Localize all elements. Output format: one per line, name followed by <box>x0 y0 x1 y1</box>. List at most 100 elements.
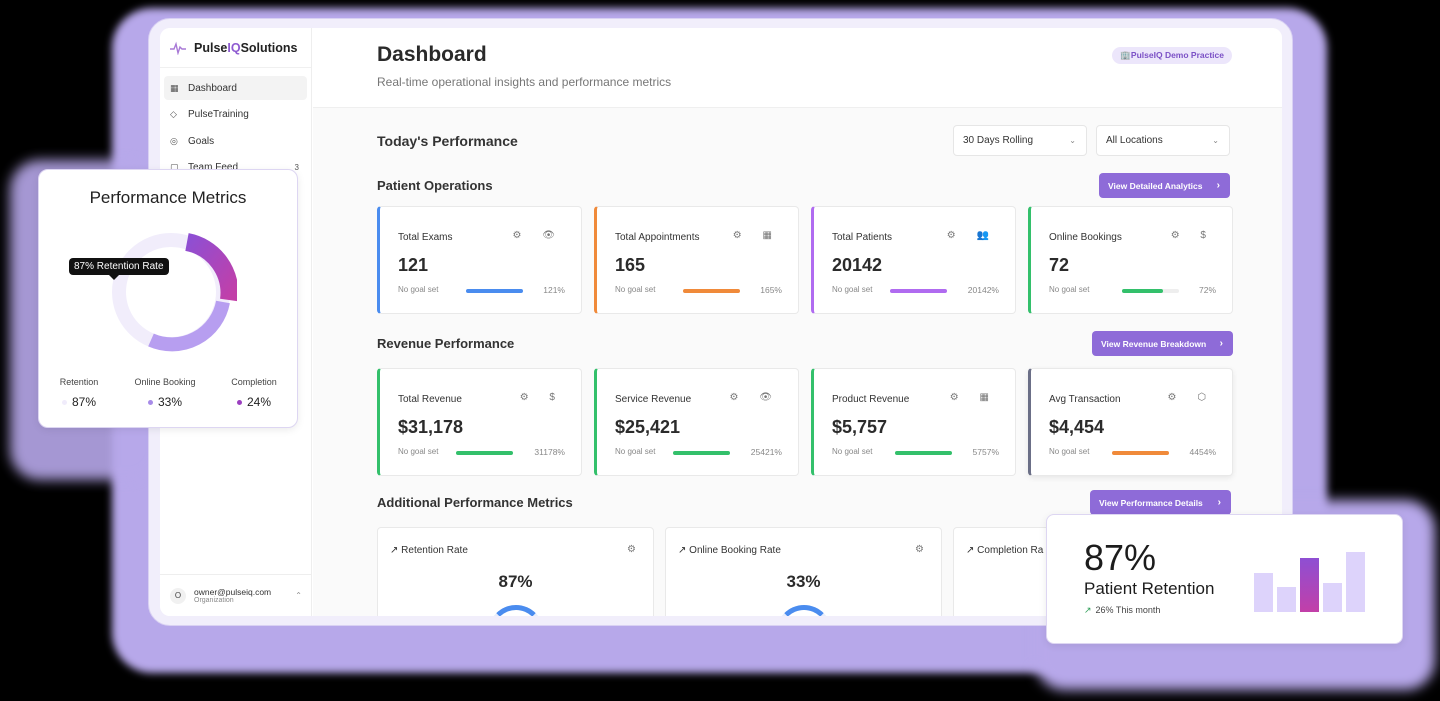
legend-name: Completion <box>231 377 277 387</box>
legend-retention: Retention 87% <box>39 377 119 409</box>
trend-up-icon: ↗ <box>678 545 690 556</box>
retention-bar <box>1346 552 1365 612</box>
progress-bar <box>1122 289 1163 293</box>
location-select[interactable]: All Locations ⌄ <box>1096 125 1230 156</box>
legend-value: 33% <box>125 395 205 409</box>
progress-percent: 4454% <box>1189 447 1216 457</box>
donut-segment-online-booking <box>148 300 230 352</box>
chevron-down-icon: ⌄ <box>1212 136 1219 145</box>
card-action-icons[interactable]: ⚙ $ <box>519 392 564 403</box>
sidebar-item-label: Team Feed <box>188 162 239 173</box>
card-action-icons[interactable]: ⚙ ▦ <box>949 392 998 403</box>
legend-value-text: 24% <box>246 395 272 409</box>
trend-up-icon: ↗ <box>1084 605 1092 615</box>
progress-bar <box>1112 451 1169 455</box>
trend-up-icon: ↗ <box>390 545 402 556</box>
metric-label: ↗ Completion Ra <box>966 545 1043 556</box>
stat-value: $25,421 <box>615 417 681 437</box>
legend-dot <box>147 399 153 405</box>
goal-text: No goal set <box>398 285 439 294</box>
card-action-icons[interactable]: ⚙ $ <box>1170 230 1215 241</box>
stat-label: Product Revenue <box>832 394 910 405</box>
sidebar-item-dashboard[interactable]: ▦ Dashboard <box>164 76 307 100</box>
period-select[interactable]: 30 Days Rolling ⌄ <box>953 125 1087 156</box>
stat-label: Total Patients <box>832 232 893 243</box>
user-menu[interactable]: O owner@pulseiq.com Organization ⌃ <box>160 574 312 616</box>
brand-name: PulseIQSolutions <box>194 40 298 55</box>
retention-change: ↗ 26% This month <box>1084 605 1160 616</box>
button-label: View Detailed Analytics <box>1108 180 1203 191</box>
card-action-icons[interactable]: ⚙ ▦ <box>732 230 781 241</box>
avatar: O <box>170 587 186 604</box>
message-icon: ▢ <box>170 162 179 172</box>
gear-icon[interactable]: ⚙ <box>627 544 636 555</box>
sidebar-item-pulsetraining[interactable]: ◇ PulseTraining <box>164 103 307 127</box>
metric-label-text: Online Booking Rate <box>689 545 781 556</box>
user-email: owner@pulseiq.com <box>194 587 272 597</box>
gear-icon[interactable]: ⚙ <box>915 544 924 555</box>
stat-label: Total Revenue <box>398 394 462 405</box>
legend-name: Online Booking <box>134 377 196 387</box>
stat-card[interactable]: Avg Transaction ⚙ ⬡ $4,454 No goal set 4454% <box>1028 368 1233 476</box>
goal-text: No goal set <box>398 447 439 456</box>
progress-ring <box>488 605 544 616</box>
practice-badge[interactable]: 🏢PulseIQ Demo Practice <box>1112 47 1232 64</box>
legend-name: Retention <box>59 377 99 387</box>
stat-card[interactable]: Service Revenue ⚙ 👁 $25,421 No goal set 2542… <box>594 368 799 476</box>
donut-segment-completion <box>184 233 237 302</box>
stat-label: Online Bookings <box>1049 232 1122 243</box>
card-action-icons[interactable]: ⚙ 👁 <box>729 392 781 403</box>
view-detailed-analytics-button[interactable]: View Detailed Analytics › <box>1099 173 1230 198</box>
goal-text: No goal set <box>1049 447 1090 456</box>
legend-dot <box>236 399 242 405</box>
legend-dot <box>61 399 67 405</box>
goal-text: No goal set <box>1049 285 1090 294</box>
goal-text: No goal set <box>615 285 656 294</box>
stat-value: 72 <box>1049 255 1070 275</box>
stat-card[interactable]: Product Revenue ⚙ ▦ $5,757 No goal set 5757% <box>811 368 1016 476</box>
sidebar-item-team-feed[interactable]: ▢ Team Feed 3 <box>164 156 307 180</box>
logo[interactable]: PulseIQSolutions <box>160 28 311 68</box>
card-action-icons[interactable]: ⚙ 👥 <box>946 230 998 241</box>
progress-bar <box>466 289 523 293</box>
stat-card[interactable]: Online Bookings ⚙ $ 72 No goal set 72% <box>1028 206 1233 314</box>
stat-value: 121 <box>398 255 429 275</box>
progress-percent: 25421% <box>750 447 782 457</box>
retention-change-text: 26% This month <box>1095 605 1161 615</box>
stat-card[interactable]: Total Revenue ⚙ $ $31,178 No goal set 31178% <box>377 368 582 476</box>
stat-label: Service Revenue <box>615 394 692 405</box>
notification-badge: 3 <box>294 163 299 172</box>
view-revenue-breakdown-button[interactable]: View Revenue Breakdown › <box>1092 331 1233 356</box>
stat-card[interactable]: Total Exams ⚙ 👁 121 No goal set 121% <box>377 206 582 314</box>
performance-metrics-card: Performance Metrics 87% Retention Rate R… <box>38 169 298 428</box>
chevron-right-icon: › <box>1216 180 1220 191</box>
trend-up-icon: ↗ <box>966 545 978 556</box>
stat-card[interactable]: Total Patients ⚙ 👥 20142 No goal set 20142% <box>811 206 1016 314</box>
metric-value: 33% <box>786 572 821 591</box>
legend-value-text: 33% <box>157 395 183 409</box>
metric-card-retention[interactable]: ↗ Retention Rate ⚙ 87% <box>377 527 654 616</box>
retention-bar <box>1300 558 1319 612</box>
sidebar-item-goals[interactable]: ◎ Goals <box>164 129 307 153</box>
chevron-down-icon: ⌄ <box>1069 136 1076 145</box>
progress-bar <box>890 289 947 293</box>
goal-text: No goal set <box>832 447 873 456</box>
user-role: Organization <box>194 597 234 604</box>
stat-value: $31,178 <box>398 417 464 437</box>
progress-percent: 20142% <box>967 285 999 295</box>
metric-card-online-booking[interactable]: ↗ Online Booking Rate ⚙ 33% <box>665 527 942 616</box>
retention-bar <box>1323 583 1342 612</box>
location-select-value: All Locations <box>1106 135 1163 146</box>
retention-bar <box>1254 573 1273 612</box>
legend-value: 24% <box>214 395 294 409</box>
stat-label: Total Appointments <box>615 232 700 243</box>
stat-card[interactable]: Total Appointments ⚙ ▦ 165 No goal set 165% <box>594 206 799 314</box>
card-action-icons[interactable]: ⚙ 👁 <box>512 230 564 241</box>
card-action-icons[interactable]: ⚙ ⬡ <box>1167 392 1215 403</box>
chevron-right-icon: › <box>1219 338 1223 349</box>
progress-bar <box>895 451 952 455</box>
view-performance-details-button[interactable]: View Performance Details › <box>1090 490 1231 515</box>
metric-label-text: Retention Rate <box>401 545 468 556</box>
patient-operations-title: Patient Operations <box>377 178 493 193</box>
metric-label-text: Completion Ra <box>977 545 1044 556</box>
